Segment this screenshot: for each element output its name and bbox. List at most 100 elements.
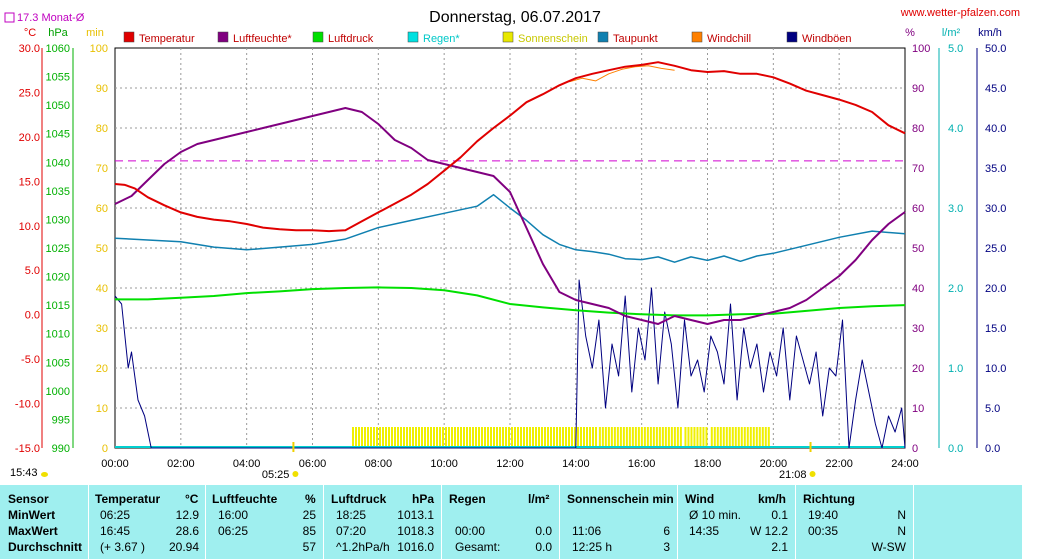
tick-pressure: 995 — [52, 414, 70, 426]
sunshine-bar — [505, 427, 507, 448]
x-tick-label: 10:00 — [430, 458, 458, 470]
sunshine-bar — [523, 427, 525, 448]
sunshine-bar — [755, 427, 758, 448]
legend-label-2: Luftdruck — [328, 33, 374, 45]
tick-pressure: 1005 — [46, 357, 70, 369]
sunshine-bar — [734, 427, 737, 448]
stat-dir-val: W-SW — [871, 540, 906, 554]
sunshine-bar — [433, 427, 435, 448]
tick-sunshine: 10 — [96, 403, 108, 415]
header-direction: Richtung — [803, 492, 855, 506]
tick-pressure: 1025 — [46, 243, 70, 255]
x-tick-label: 16:00 — [628, 458, 656, 470]
sunshine-bar — [475, 427, 477, 448]
stat-wind-time: 14:35 — [689, 524, 720, 538]
sunshine-bar — [382, 427, 384, 448]
sunshine-bar — [361, 427, 363, 448]
legend-swatch-2 — [312, 31, 324, 43]
x-tick-label: 22:00 — [825, 458, 853, 470]
x-tick-label: 02:00 — [167, 458, 195, 470]
sunshine-bar — [547, 427, 549, 448]
sunshine-bar — [499, 427, 501, 448]
sunset-icon — [809, 471, 816, 477]
sunshine-bar — [568, 427, 570, 448]
tick-sunshine: 20 — [96, 363, 108, 375]
sunshine-bar — [679, 427, 682, 448]
sunshine-bar — [358, 427, 360, 448]
sunshine-bar — [514, 427, 516, 448]
stat-press-time: 18:25 — [336, 508, 367, 522]
legend-swatch-5 — [597, 31, 609, 43]
website-label: www.wetter-pfalzen.com — [900, 7, 1020, 19]
tick-pressure: 1000 — [46, 386, 70, 398]
sunshine-bar — [601, 427, 604, 448]
tick-temperature: 10.0 — [19, 221, 40, 233]
header-humidity: Luftfeuchte — [212, 492, 278, 506]
header-temp-unit: °C — [185, 492, 199, 506]
tick-temperature: 25.0 — [19, 87, 40, 99]
series-luftfeuchte — [114, 107, 906, 325]
tick-humidity: 10 — [912, 403, 924, 415]
unit-right-0: % — [905, 27, 915, 39]
sunshine-bar — [705, 427, 708, 448]
legend-label-3: Regen* — [423, 33, 460, 45]
sunshine-bar — [469, 427, 471, 448]
stat-temp-time: (+ 3.67 ) — [100, 540, 146, 554]
sunshine-bar — [463, 427, 465, 448]
footer-time: 15:43 — [10, 467, 38, 479]
x-tick-label: 04:00 — [233, 458, 261, 470]
sunshine-bar — [493, 427, 495, 448]
unit-left-1: hPa — [48, 27, 68, 39]
tick-pressure: 990 — [52, 443, 70, 455]
sunshine-bar — [580, 427, 582, 448]
sunshine-bar — [565, 427, 567, 448]
sunshine-bar — [725, 427, 728, 448]
sunshine-bar — [508, 427, 510, 448]
sunshine-bar — [373, 427, 375, 448]
sunshine-bar — [535, 427, 537, 448]
sunshine-bar — [367, 427, 369, 448]
tick-pressure: 1045 — [46, 129, 70, 141]
sunshine-bar — [758, 427, 761, 448]
stat-temp-val: 12.9 — [175, 508, 199, 522]
stat-rain-time: Gesamt: — [455, 540, 501, 554]
sunshine-bar — [517, 427, 519, 448]
sunshine-bar — [658, 427, 661, 448]
sunshine-bar — [544, 427, 546, 448]
sunshine-bar — [394, 427, 396, 448]
sunshine-bar — [559, 427, 561, 448]
unit-right-2: km/h — [978, 27, 1002, 39]
tick-wind: 15.0 — [985, 323, 1006, 335]
sunshine-bar — [622, 427, 625, 448]
sunshine-bar — [418, 427, 420, 448]
chart-legend: Temperatur Luftfeuchte* Luftdruck Regen* Son… — [123, 31, 852, 45]
sunshine-bar — [379, 427, 381, 448]
footer-sun-icon — [41, 472, 48, 477]
stat-wind-time: Ø 10 min. — [689, 508, 742, 522]
header-rain: Regen — [449, 492, 486, 506]
sunshine-bar — [690, 427, 693, 448]
stat-dir-val: N — [897, 524, 906, 538]
tick-sunshine: 40 — [96, 283, 108, 295]
tick-pressure: 1020 — [46, 272, 70, 284]
sunshine-bar — [406, 427, 408, 448]
sunshine-bar — [454, 427, 456, 448]
month-avg-marker-icon — [4, 12, 15, 23]
stat-rain-val: 0.0 — [535, 524, 552, 538]
sunshine-bar — [619, 427, 622, 448]
tick-wind: 0.0 — [985, 443, 1000, 455]
sunshine-bar — [532, 427, 534, 448]
stat-hum-val: 25 — [302, 508, 316, 522]
sunshine-bar — [400, 427, 402, 448]
sunshine-bar — [424, 427, 426, 448]
tick-sunshine: 60 — [96, 203, 108, 215]
stat-wind-val: 0.1 — [771, 508, 788, 522]
stat-press-val: 1013.1 — [397, 508, 434, 522]
sunshine-bar — [646, 427, 649, 448]
sunshine-bar — [556, 427, 558, 448]
legend-swatch-7 — [786, 31, 798, 43]
tick-wind: 10.0 — [985, 363, 1006, 375]
sunshine-bar — [352, 427, 354, 448]
header-sensor: Sensor — [8, 492, 49, 506]
sunshine-bar — [670, 427, 673, 448]
